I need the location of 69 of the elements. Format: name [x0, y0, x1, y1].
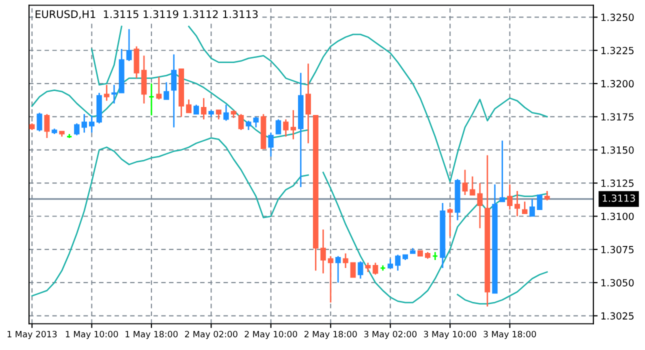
- candlestick: [514, 190, 520, 217]
- chart-title: EURUSD,H1 1.3115 1.3119 1.3112 1.3113: [36, 10, 258, 20]
- candlestick: [283, 118, 289, 138]
- candlestick: [462, 169, 468, 196]
- candlestick: [500, 140, 506, 202]
- candlestick: [290, 109, 296, 140]
- candlestick: [141, 54, 147, 104]
- x-tick-label: 1 May 18:00: [126, 330, 178, 340]
- candlestick: [194, 104, 199, 115]
- candlestick: [148, 82, 154, 116]
- candlestick: [536, 194, 542, 210]
- x-tick-label: 3 May 02:00: [364, 330, 417, 340]
- x-tick-label: 3 May 10:00: [424, 330, 476, 340]
- candlestick: [89, 114, 94, 134]
- y-tick-label: 1.3225: [601, 46, 634, 54]
- candlestick: [529, 198, 535, 217]
- x-tick-label: 1 May 10:00: [66, 330, 118, 340]
- candlestick: [164, 82, 170, 100]
- candlestick: [134, 46, 140, 79]
- candlestick: [388, 258, 394, 269]
- candlestick: [372, 262, 378, 276]
- candlestick: [186, 98, 192, 114]
- candlestick: [358, 260, 364, 280]
- candlestick: [104, 84, 110, 102]
- ref-line-label: 1.3113: [602, 194, 635, 202]
- candlestick: [171, 54, 177, 128]
- candlestick: [276, 118, 282, 135]
- candlestick: [253, 116, 259, 128]
- candlestick: [156, 76, 162, 100]
- candlestick: [74, 122, 80, 136]
- candlestick: [126, 28, 132, 62]
- candlestick: [200, 97, 206, 120]
- candlestick: [365, 262, 371, 273]
- x-tick-label: 2 May 10:00: [244, 330, 298, 340]
- candlestick: [238, 113, 244, 131]
- candlestick: [82, 113, 87, 134]
- x-tick-label: 1 May 2013: [8, 330, 57, 340]
- candlestick: [44, 113, 50, 139]
- candlestick: [111, 84, 117, 104]
- candlestick: [544, 190, 550, 202]
- y-tick-label: 1.3150: [601, 146, 634, 154]
- candlestick: [342, 252, 348, 269]
- candlestick: [522, 200, 528, 214]
- candlestick: [335, 255, 341, 284]
- candlestick: [246, 120, 252, 131]
- y-tick-label: 1.3100: [601, 212, 634, 220]
- candlestick: [470, 176, 476, 196]
- candlestick: [223, 104, 229, 122]
- x-tick-label: 3 May 18:00: [484, 330, 536, 340]
- candlestick: [320, 228, 326, 274]
- candlestick: [328, 255, 334, 304]
- y-tick-label: 1.3250: [601, 14, 634, 22]
- candlestick: [447, 208, 453, 237]
- y-tick-label: 1.3200: [601, 80, 634, 88]
- candlestick: [477, 182, 483, 229]
- y-tick-label: 1.3175: [601, 113, 634, 121]
- y-tick-label: 1.3125: [601, 180, 634, 187]
- candlestick: [216, 109, 222, 120]
- y-tick-label: 1.3025: [601, 312, 634, 320]
- y-tick-label: 1.3075: [601, 246, 634, 254]
- candlestick: [350, 262, 356, 278]
- candlestick: [507, 184, 513, 210]
- x-tick-label: 2 May 02:00: [185, 330, 238, 340]
- x-tick-label: 2 May 18:00: [304, 330, 357, 340]
- candlestick: [395, 254, 401, 272]
- candlestick: [36, 112, 42, 132]
- candlestick: [268, 132, 274, 158]
- y-tick-label: 1.3050: [601, 279, 634, 286]
- candlestick: [305, 62, 311, 144]
